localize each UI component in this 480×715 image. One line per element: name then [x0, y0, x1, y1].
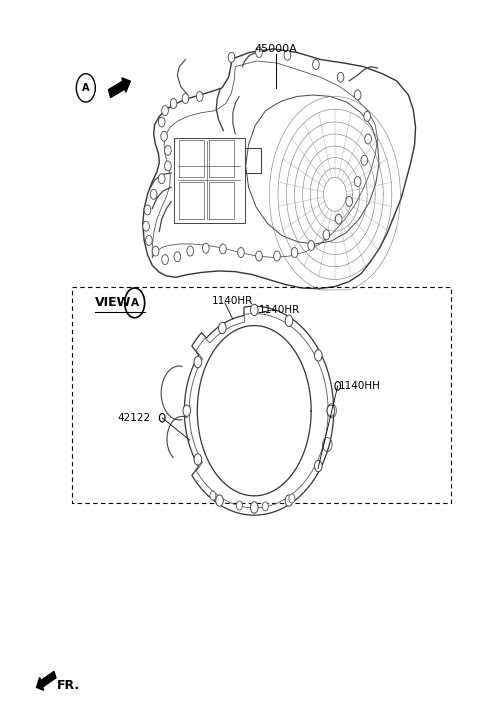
- Circle shape: [323, 230, 330, 240]
- Circle shape: [365, 134, 372, 144]
- Circle shape: [354, 177, 361, 187]
- Circle shape: [289, 494, 295, 503]
- Circle shape: [182, 94, 189, 104]
- Circle shape: [285, 495, 293, 506]
- Circle shape: [194, 356, 202, 368]
- Circle shape: [162, 255, 168, 265]
- Circle shape: [256, 251, 262, 261]
- Circle shape: [144, 205, 151, 215]
- Circle shape: [219, 244, 226, 254]
- Circle shape: [262, 502, 268, 511]
- Circle shape: [152, 246, 159, 256]
- Circle shape: [285, 315, 293, 327]
- Circle shape: [251, 304, 258, 315]
- Circle shape: [237, 501, 242, 510]
- Circle shape: [274, 251, 280, 261]
- Circle shape: [165, 161, 171, 171]
- Circle shape: [158, 117, 165, 127]
- Text: 1140HR: 1140HR: [212, 296, 253, 306]
- Text: A: A: [131, 298, 139, 308]
- Circle shape: [291, 247, 298, 257]
- Circle shape: [256, 47, 262, 57]
- Circle shape: [203, 243, 209, 253]
- Circle shape: [150, 189, 157, 199]
- Circle shape: [196, 92, 203, 102]
- Circle shape: [158, 174, 165, 184]
- Circle shape: [183, 405, 191, 416]
- Text: 1140HR: 1140HR: [259, 305, 300, 315]
- Circle shape: [174, 252, 180, 262]
- Circle shape: [170, 99, 177, 109]
- Circle shape: [346, 197, 352, 207]
- Circle shape: [335, 382, 341, 390]
- Circle shape: [314, 350, 322, 361]
- Text: FR.: FR.: [57, 679, 81, 692]
- Circle shape: [337, 72, 344, 82]
- Circle shape: [165, 145, 171, 155]
- Circle shape: [312, 59, 319, 69]
- Circle shape: [336, 214, 342, 224]
- Circle shape: [238, 247, 244, 257]
- Text: VIEW: VIEW: [96, 296, 132, 309]
- Circle shape: [161, 131, 168, 141]
- Circle shape: [327, 405, 335, 416]
- Circle shape: [364, 112, 371, 122]
- Circle shape: [228, 52, 235, 62]
- Circle shape: [216, 495, 223, 506]
- Text: A: A: [82, 83, 90, 93]
- FancyArrow shape: [108, 78, 131, 97]
- Circle shape: [162, 106, 168, 116]
- Circle shape: [145, 235, 152, 245]
- Circle shape: [284, 50, 291, 60]
- Circle shape: [314, 460, 322, 472]
- Circle shape: [218, 322, 226, 334]
- Circle shape: [361, 155, 368, 165]
- Circle shape: [354, 90, 361, 100]
- Circle shape: [194, 454, 202, 465]
- Circle shape: [308, 240, 314, 250]
- Text: 1140HH: 1140HH: [339, 381, 381, 391]
- Circle shape: [251, 502, 258, 513]
- Circle shape: [210, 491, 216, 500]
- Circle shape: [143, 221, 149, 231]
- Circle shape: [187, 246, 193, 256]
- FancyArrow shape: [36, 671, 56, 690]
- Text: 45000A: 45000A: [254, 44, 297, 54]
- Circle shape: [159, 413, 165, 422]
- Text: 42122: 42122: [118, 413, 151, 423]
